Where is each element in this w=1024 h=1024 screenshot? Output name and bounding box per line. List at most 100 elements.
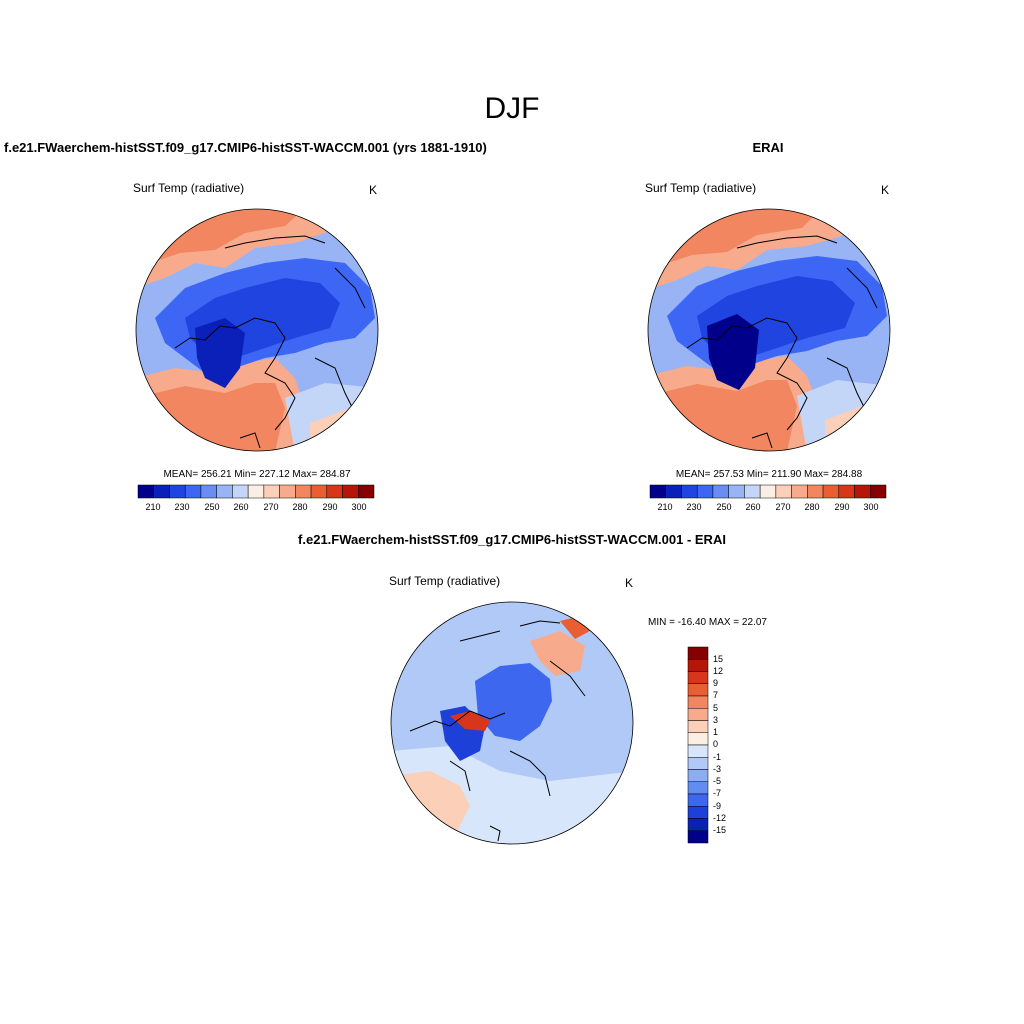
greenland-cold-region xyxy=(195,318,245,388)
diff-colorbar xyxy=(687,646,709,844)
colorbar-swatch xyxy=(358,484,375,499)
colorbar-swatch xyxy=(169,484,186,499)
colorbar-tick: -15 xyxy=(713,825,727,835)
colorbar-tick: 260 xyxy=(745,502,761,512)
colorbar-swatch xyxy=(153,484,170,499)
colorbar-swatch xyxy=(775,484,792,499)
colorbar-tick: 260 xyxy=(233,502,249,512)
colorbar-tick: 230 xyxy=(686,502,702,512)
diff-polar-map xyxy=(390,601,634,845)
colorbar-swatch xyxy=(687,830,709,844)
colorbar-swatch xyxy=(200,484,217,499)
colorbar-tick: 210 xyxy=(145,502,161,512)
colorbar-tick: -12 xyxy=(713,813,727,823)
colorbar-swatch xyxy=(744,484,761,499)
colorbar-swatch xyxy=(184,484,202,499)
colorbar-tick: 210 xyxy=(657,502,673,512)
model-colorbar xyxy=(137,484,375,499)
colorbar-swatch xyxy=(728,484,745,499)
figure-title: DJF xyxy=(484,92,540,125)
colorbar-tick: 1 xyxy=(713,727,719,737)
colorbar-swatch xyxy=(687,757,709,770)
colorbar-tick: 12 xyxy=(713,666,724,676)
obs-polar-map xyxy=(647,208,891,452)
siberia-warm-anomaly xyxy=(530,631,585,676)
canada-warm-anomaly xyxy=(450,711,490,731)
model-variable-label: Surf Temp (radiative) xyxy=(133,181,245,195)
land-outline xyxy=(686,235,878,449)
diff-stats: MIN = -16.40 MAX = 22.07 xyxy=(648,617,767,628)
colorbar-swatch xyxy=(326,484,343,499)
colorbar-tick: 9 xyxy=(713,678,719,688)
diff-panel-title: f.e21.FWaerchem-histSST.f09_g17.CMIP6-hi… xyxy=(298,532,726,547)
colorbar-swatch xyxy=(137,484,154,499)
colorbar-tick: 290 xyxy=(322,502,338,512)
colorbar-tick: 280 xyxy=(292,502,308,512)
colorbar-tick: 250 xyxy=(204,502,220,512)
colorbar-swatch xyxy=(687,793,709,807)
colorbar-swatch xyxy=(687,769,709,782)
obs-colorbar xyxy=(649,484,887,499)
colorbar-swatch xyxy=(854,484,871,499)
colorbar-swatch xyxy=(310,484,328,499)
colorbar-swatch xyxy=(665,484,682,499)
model-colorbar-ticks: 210 230 250 260 270 280 290 300 xyxy=(138,502,374,514)
colorbar-swatch xyxy=(687,708,709,721)
colorbar-swatch xyxy=(216,484,233,499)
land-outline xyxy=(409,620,586,842)
colorbar-swatch xyxy=(342,484,359,499)
colorbar-tick: -1 xyxy=(713,752,722,762)
colorbar-swatch xyxy=(687,683,709,697)
colorbar-swatch xyxy=(232,484,249,499)
colorbar-tick: 5 xyxy=(713,703,719,713)
colorbar-swatch xyxy=(807,484,824,499)
colorbar-swatch xyxy=(822,484,840,499)
model-polar-map xyxy=(135,208,379,452)
colorbar-tick: 280 xyxy=(804,502,820,512)
arctic-cold-anomaly xyxy=(475,663,552,741)
colorbar-tick: 0 xyxy=(713,739,719,749)
greenland-cold-region xyxy=(707,314,759,390)
colorbar-swatch xyxy=(687,818,709,831)
diff-units-label: K xyxy=(625,576,634,590)
colorbar-tick: 290 xyxy=(834,502,850,512)
diff-variable-label: Surf Temp (radiative) xyxy=(389,574,501,588)
colorbar-tick: -9 xyxy=(713,801,722,811)
colorbar-swatch xyxy=(649,484,666,499)
colorbar-swatch xyxy=(687,744,709,758)
colorbar-swatch xyxy=(687,659,709,672)
colorbar-swatch xyxy=(712,484,729,499)
colorbar-tick: -3 xyxy=(713,764,722,774)
colorbar-swatch xyxy=(870,484,887,499)
colorbar-tick: 300 xyxy=(351,502,367,512)
colorbar-tick: 270 xyxy=(775,502,791,512)
obs-panel-title: ERAI xyxy=(752,140,784,155)
colorbar-swatch xyxy=(696,484,714,499)
colorbar-swatch xyxy=(263,484,280,499)
colorbar-swatch xyxy=(279,484,296,499)
colorbar-swatch xyxy=(681,484,698,499)
colorbar-tick: 250 xyxy=(716,502,732,512)
model-panel-title: f.e21.FWaerchem-histSST.f09_g17.CMIP6-hi… xyxy=(4,140,487,155)
colorbar-swatch xyxy=(247,484,265,499)
obs-units-label: K xyxy=(881,183,890,197)
model-units-label: K xyxy=(369,183,378,197)
colorbar-tick: -7 xyxy=(713,788,722,798)
obs-variable-label: Surf Temp (radiative) xyxy=(645,181,757,195)
model-stats: MEAN= 256.21 Min= 227.12 Max= 284.87 xyxy=(163,469,351,480)
colorbar-tick: 15 xyxy=(713,654,724,664)
colorbar-tick: 270 xyxy=(263,502,279,512)
colorbar-swatch xyxy=(295,484,312,499)
colorbar-swatch xyxy=(687,781,709,795)
colorbar-swatch xyxy=(687,732,709,746)
colorbar-tick: -5 xyxy=(713,776,722,786)
colorbar-tick: 7 xyxy=(713,690,719,700)
colorbar-swatch xyxy=(687,671,709,684)
colorbar-swatch xyxy=(687,720,709,733)
colorbar-swatch xyxy=(687,646,709,660)
obs-stats: MEAN= 257.53 Min= 211.90 Max= 284.88 xyxy=(675,469,863,480)
colorbar-tick: 300 xyxy=(863,502,879,512)
colorbar-swatch xyxy=(838,484,855,499)
colorbar-swatch xyxy=(687,695,709,709)
colorbar-swatch xyxy=(759,484,777,499)
